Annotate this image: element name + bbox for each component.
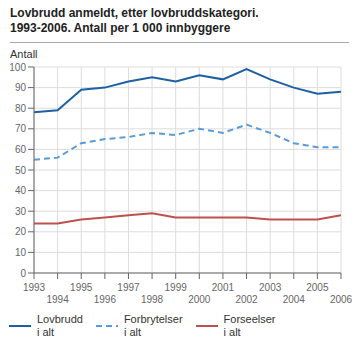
svg-text:2000: 2000 [188, 294, 211, 305]
html-text:Lovbrudd anmeldt, etter lovbru: Lovbrudd anmeldt, etter lovbruddskategor… [10, 6, 259, 35]
svg-text:1996: 1996 [94, 294, 117, 305]
html-text:Lovbrudd i alt: Lovbrudd i alt [37, 313, 83, 338]
svg-text:90: 90 [15, 82, 27, 93]
svg-text:0: 0 [20, 268, 26, 279]
html-text:Forbrytelser i alt: Forbrytelser i alt [123, 313, 183, 338]
svg-text:2001: 2001 [212, 282, 235, 293]
svg-text:50: 50 [15, 165, 27, 176]
svg-text:2004: 2004 [283, 294, 306, 305]
svg-text:1995: 1995 [70, 282, 93, 293]
svg-text:1997: 1997 [117, 282, 140, 293]
svg-text:2005: 2005 [306, 282, 329, 293]
svg-text:70: 70 [15, 123, 27, 134]
svg-text:2006: 2006 [330, 294, 351, 305]
html-text:Forseelser i alt: Forseelser i alt [223, 313, 276, 338]
svg-text:2002: 2002 [235, 294, 258, 305]
svg-text:1999: 1999 [165, 282, 188, 293]
svg-text:1998: 1998 [141, 294, 164, 305]
svg-text:1993: 1993 [23, 282, 46, 293]
svg-text:80: 80 [15, 103, 27, 114]
svg-text:10: 10 [15, 247, 27, 258]
svg-text:20: 20 [15, 226, 27, 237]
svg-text:30: 30 [15, 206, 27, 217]
svg-text:1994: 1994 [46, 294, 69, 305]
svg-text:100: 100 [9, 62, 26, 73]
svg-text:40: 40 [15, 185, 27, 196]
html-text:Antall: Antall [10, 48, 38, 60]
svg-text:60: 60 [15, 144, 27, 155]
svg-text:2003: 2003 [259, 282, 282, 293]
